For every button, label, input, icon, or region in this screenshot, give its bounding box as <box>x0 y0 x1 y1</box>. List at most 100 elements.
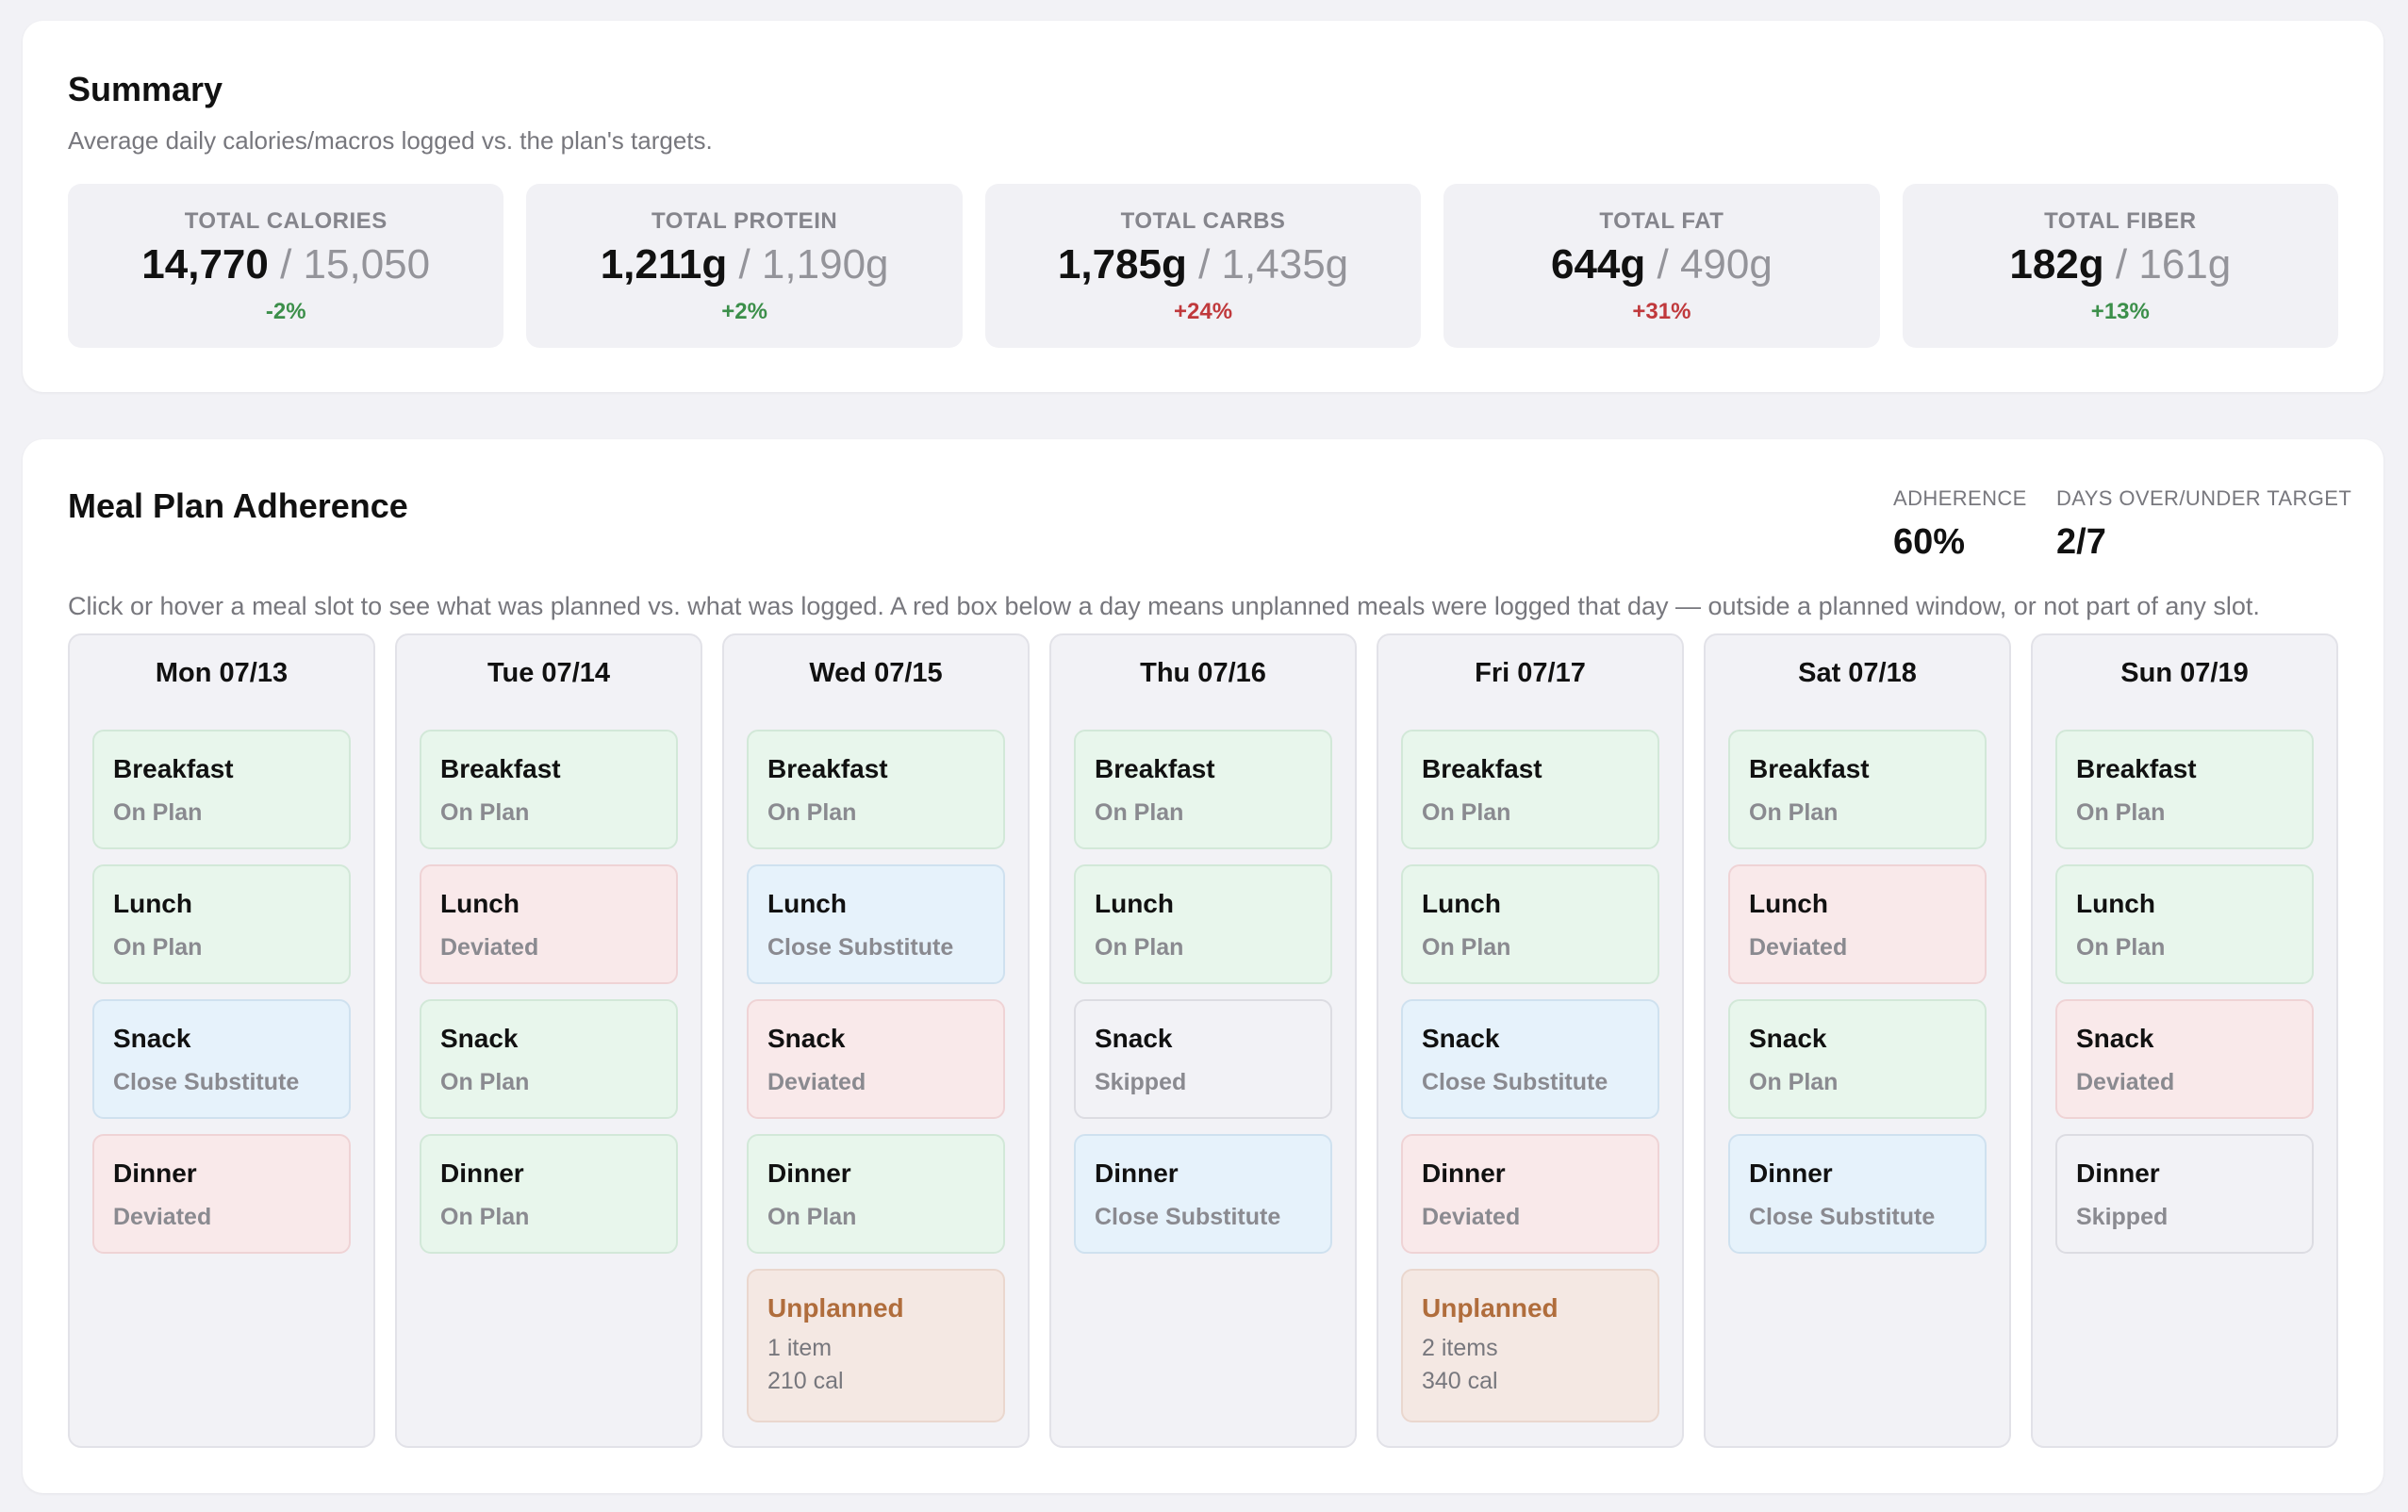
slot-name: Lunch <box>440 889 520 918</box>
meal-slot-snack[interactable]: Snack On Plan <box>1728 999 1987 1119</box>
meal-slot-snack[interactable]: Snack Deviated <box>2055 999 2314 1119</box>
stat-protein: TOTAL PROTEIN 1,211g / 1,190g +2% <box>526 184 963 348</box>
meal-slot-dinner[interactable]: Dinner Skipped <box>2055 1134 2314 1254</box>
slot-name: Snack <box>2076 1024 2154 1053</box>
day-column: Thu 07/16 Breakfast On Plan Lunch On Plan … <box>1049 633 1357 1448</box>
meal-slot-dinner[interactable]: Dinner On Plan <box>420 1134 678 1254</box>
meal-slot-breakfast[interactable]: Breakfast On Plan <box>2055 730 2314 849</box>
meal-slot-breakfast[interactable]: Breakfast On Plan <box>747 730 1005 849</box>
stat-actual: 182g <box>2009 241 2104 288</box>
slot-status: On Plan <box>1749 799 1839 826</box>
unplanned-box[interactable]: Unplanned 1 item 210 cal <box>747 1269 1005 1422</box>
slot-status: On Plan <box>2076 934 2166 961</box>
meal-slot-snack[interactable]: Snack Close Substitute <box>1401 999 1659 1119</box>
day-column: Mon 07/13 Breakfast On Plan Lunch On Plan … <box>68 633 375 1448</box>
meal-slot-snack[interactable]: Snack Deviated <box>747 999 1005 1119</box>
slot-name: Snack <box>1749 1024 1827 1053</box>
day-title: Fri 07/17 <box>1475 658 1586 688</box>
meal-slot-snack[interactable]: Snack Skipped <box>1074 999 1332 1119</box>
meal-slot-lunch[interactable]: Lunch Deviated <box>1728 864 1987 984</box>
day-title: Sat 07/18 <box>1798 658 1917 688</box>
stat-delta: +13% <box>2090 299 2150 324</box>
summary-title: Summary <box>68 70 223 108</box>
unplanned-title: Unplanned <box>767 1293 904 1323</box>
meal-slot-snack[interactable]: Snack Close Substitute <box>92 999 351 1119</box>
slot-status: Deviated <box>440 934 539 961</box>
meal-slot-breakfast[interactable]: Breakfast On Plan <box>92 730 351 849</box>
day-title: Wed 07/15 <box>809 658 943 688</box>
slot-status: Deviated <box>1422 1204 1521 1230</box>
meal-slot-breakfast[interactable]: Breakfast On Plan <box>1401 730 1659 849</box>
slot-name: Snack <box>1095 1024 1173 1053</box>
stat-actual: 1,211g <box>600 241 728 288</box>
stat-actual: 1,785g <box>1057 241 1187 288</box>
adherence-title: Meal Plan Adherence <box>68 486 408 525</box>
slot-name: Dinner <box>1749 1159 1833 1188</box>
stat-delta: +2% <box>721 299 767 324</box>
slot-name: Lunch <box>113 889 192 918</box>
days-over-under-metric: DAYS OVER/UNDER TARGET 2/7 <box>2056 486 2351 563</box>
meal-slot-lunch[interactable]: Lunch On Plan <box>2055 864 2314 984</box>
meal-slot-dinner[interactable]: Dinner Deviated <box>1401 1134 1659 1254</box>
slot-status: On Plan <box>1749 1069 1839 1095</box>
slot-name: Breakfast <box>1422 754 1542 783</box>
stat-delta: +24% <box>1173 299 1233 324</box>
slot-name: Lunch <box>1422 889 1501 918</box>
stats-row: TOTAL CALORIES 14,770 / 15,050 -2% TOTAL… <box>68 184 2339 348</box>
stat-target: / 15,050 <box>280 241 431 288</box>
slot-status: Deviated <box>113 1204 212 1230</box>
meal-slot-dinner[interactable]: Dinner On Plan <box>747 1134 1005 1254</box>
slot-name: Dinner <box>1095 1159 1179 1188</box>
meal-slot-snack[interactable]: Snack On Plan <box>420 999 678 1119</box>
unplanned-calories: 210 cal <box>767 1368 844 1394</box>
metric-label: DAYS OVER/UNDER TARGET <box>2056 486 2352 510</box>
meal-slot-breakfast[interactable]: Breakfast On Plan <box>420 730 678 849</box>
unplanned-title: Unplanned <box>1422 1293 1559 1323</box>
day-title: Mon 07/13 <box>155 658 289 688</box>
slot-name: Dinner <box>2076 1159 2160 1188</box>
days-row: Mon 07/13 Breakfast On Plan Lunch On Plan … <box>68 633 2338 1448</box>
meal-slot-breakfast[interactable]: Breakfast On Plan <box>1728 730 1987 849</box>
slot-status: Deviated <box>1749 934 1848 961</box>
stat-fat: TOTAL FAT 644g / 490g +31% <box>1443 184 1880 348</box>
slot-status: On Plan <box>1095 799 1184 826</box>
stat-value: 1,785g / 1,435g <box>985 241 1421 288</box>
slot-status: On Plan <box>113 799 203 826</box>
stat-target: / 490g <box>1657 241 1773 288</box>
slot-status: Close Substitute <box>113 1069 300 1095</box>
slot-name: Snack <box>113 1024 191 1053</box>
stat-fiber: TOTAL FIBER 182g / 161g +13% <box>1902 184 2339 348</box>
stat-target: / 161g <box>2115 241 2232 288</box>
stat-calories: TOTAL CALORIES 14,770 / 15,050 -2% <box>68 184 504 348</box>
day-column: Sat 07/18 Breakfast On Plan Lunch Deviated… <box>1704 633 2011 1448</box>
meal-slot-breakfast[interactable]: Breakfast On Plan <box>1074 730 1332 849</box>
summary-subtitle: Average daily calories/macros logged vs.… <box>68 126 713 155</box>
slot-name: Snack <box>767 1024 846 1053</box>
slot-status: On Plan <box>767 1204 857 1230</box>
meal-slot-lunch[interactable]: Lunch Deviated <box>420 864 678 984</box>
stat-value: 644g / 490g <box>1443 241 1879 288</box>
meal-slot-dinner[interactable]: Dinner Close Substitute <box>1074 1134 1332 1254</box>
slot-status: On Plan <box>113 934 203 961</box>
meal-slot-dinner[interactable]: Dinner Close Substitute <box>1728 1134 1987 1254</box>
meal-slot-lunch[interactable]: Lunch Close Substitute <box>747 864 1005 984</box>
meal-slot-lunch[interactable]: Lunch On Plan <box>1074 864 1332 984</box>
stat-value: 182g / 161g <box>1903 241 2338 288</box>
adherence-subtitle: Click or hover a meal slot to see what w… <box>68 592 2260 620</box>
stat-actual: 14,770 <box>141 241 269 288</box>
adherence-metric: ADHERENCE 60% <box>1893 486 2027 563</box>
metric-value: 2/7 <box>2056 522 2106 562</box>
slot-status: Deviated <box>767 1069 866 1095</box>
meal-slot-lunch[interactable]: Lunch On Plan <box>1401 864 1659 984</box>
unplanned-items: 2 items <box>1422 1335 1498 1361</box>
meal-slot-lunch[interactable]: Lunch On Plan <box>92 864 351 984</box>
day-column: Fri 07/17 Breakfast On Plan Lunch On Plan … <box>1377 633 1684 1448</box>
slot-status: On Plan <box>2076 799 2166 826</box>
slot-name: Dinner <box>1422 1159 1506 1188</box>
stat-target: / 1,435g <box>1198 241 1349 288</box>
slot-status: Close Substitute <box>1422 1069 1608 1095</box>
unplanned-box[interactable]: Unplanned 2 items 340 cal <box>1401 1269 1659 1422</box>
stat-label: TOTAL PROTEIN <box>651 208 838 234</box>
meal-slot-dinner[interactable]: Dinner Deviated <box>92 1134 351 1254</box>
slot-name: Lunch <box>2076 889 2155 918</box>
